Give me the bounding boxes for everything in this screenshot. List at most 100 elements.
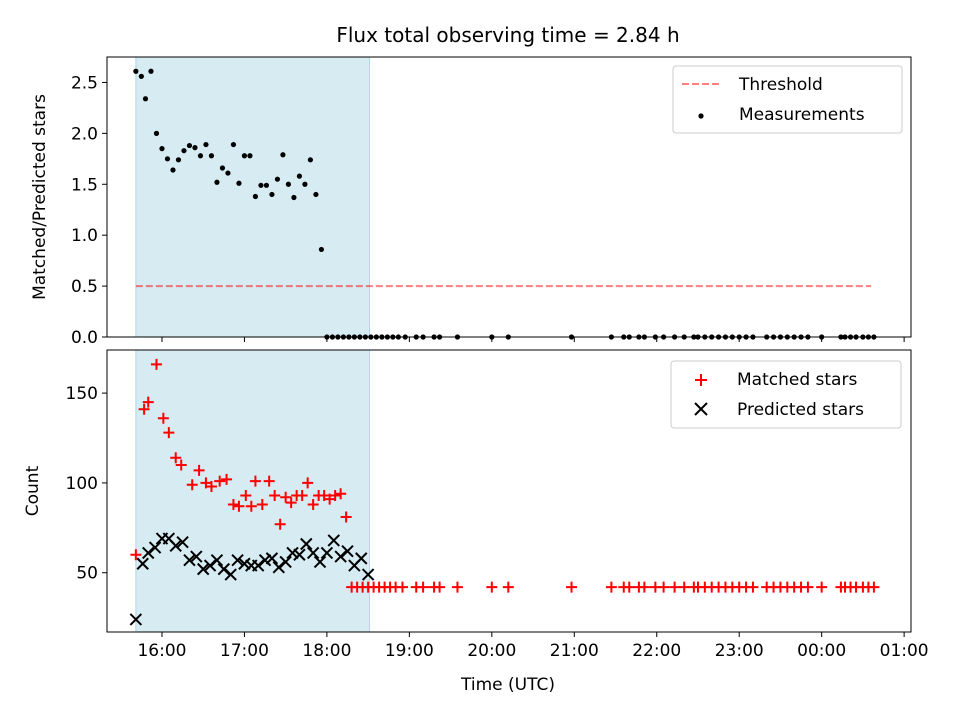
matched-point: [658, 581, 670, 593]
measurement-point: [302, 181, 308, 187]
predicted-point: [129, 613, 143, 626]
x-tick-label: 01:00: [880, 641, 929, 661]
x-tick-label: 23:00: [715, 641, 764, 661]
measurements-series: [133, 68, 877, 340]
predicted-point: [306, 546, 320, 560]
predicted-point: [293, 548, 306, 561]
measurement-point: [252, 193, 259, 200]
matched-point: [193, 464, 205, 476]
measurement-point: [214, 179, 220, 185]
predicted-point: [231, 553, 244, 567]
matched-point: [150, 358, 162, 370]
measurement-point: [175, 157, 182, 163]
predicted-point: [217, 562, 231, 576]
measurement-point: [230, 141, 237, 148]
matched-point: [233, 500, 245, 512]
predicted-point: [176, 535, 189, 549]
matched-point: [138, 403, 150, 415]
matched-point: [227, 498, 239, 510]
measurement-point: [274, 176, 281, 182]
x-tick-label: 22:00: [632, 641, 681, 661]
ratio-axes: 0.0 0.5 1.0 1.5 2.0 2.5: [71, 73, 905, 348]
predicted-point: [300, 537, 313, 551]
matched-point: [245, 500, 257, 512]
x-tick-label: 18:00: [302, 641, 351, 661]
predicted-point: [196, 562, 210, 576]
count-legend: Matched stars Predicted stars: [670, 360, 902, 429]
matched-point: [747, 581, 759, 593]
matched-point: [130, 549, 142, 561]
ratio-plot-frame: [106, 56, 912, 338]
matched-point: [170, 452, 182, 464]
measurements-legend-swatch: [698, 113, 704, 119]
measurement-point: [170, 167, 176, 173]
matched-point: [269, 489, 281, 501]
measurement-point: [203, 141, 209, 148]
x-tick-label: 00:00: [797, 641, 846, 661]
count-observing-span: [135, 349, 371, 633]
matched-point: [486, 581, 498, 593]
measurement-point: [307, 157, 314, 163]
predicted-point: [224, 568, 237, 581]
predicted-point: [265, 552, 279, 565]
predicted-point: [203, 559, 217, 572]
ratio-legend: Threshold Measurements: [672, 65, 903, 134]
matched-point: [157, 412, 169, 424]
matched-point: [329, 489, 341, 501]
predicted-point: [142, 546, 155, 560]
y-tick-label: 1.5: [71, 175, 98, 195]
ratio-marks: [133, 68, 877, 340]
matched-legend-label: Matched stars: [737, 370, 857, 390]
matched-point: [302, 477, 314, 489]
matched-point: [280, 491, 292, 503]
measurement-point: [291, 194, 297, 201]
predicted-point: [279, 555, 292, 569]
measurement-point: [225, 170, 231, 176]
matched-point: [623, 581, 635, 593]
predicted-point: [355, 552, 368, 565]
measurement-point: [263, 182, 270, 188]
predicted-point: [136, 557, 149, 570]
measurement-point: [285, 181, 292, 187]
count-plot-frame: [106, 349, 912, 633]
measurement-point: [258, 182, 264, 188]
matched-stars-series: [130, 358, 880, 593]
predicted-point: [169, 539, 182, 552]
measurement-point: [192, 145, 198, 151]
y-tick-label: 100: [66, 474, 98, 494]
measurement-point: [318, 246, 324, 253]
x-axis-label: Time (UTC): [460, 675, 555, 695]
measurement-point: [208, 153, 215, 159]
measurement-point: [313, 191, 319, 198]
measurement-point: [153, 130, 160, 136]
count-legend-box: [670, 360, 902, 429]
ratio-y-axis-label: Matched/Predicted stars: [30, 94, 50, 300]
matched-point: [142, 396, 154, 408]
count-panel: 16:00 17:00 18:00 19:00 20:00 21:00 22:00 23:00…: [23, 349, 929, 661]
y-tick-label: 1.0: [71, 226, 98, 246]
measurement-point: [236, 180, 242, 186]
x-tick-label: 19:00: [385, 641, 434, 661]
matched-legend-swatch: [695, 374, 707, 386]
matched-point: [451, 581, 463, 593]
matched-point: [175, 459, 187, 471]
x-tick-label: 17:00: [220, 641, 269, 661]
threshold-legend-label: Threshold: [738, 75, 823, 95]
predicted-point: [361, 568, 375, 581]
matched-point: [240, 489, 252, 501]
matched-point: [205, 481, 217, 493]
matched-point: [669, 581, 681, 593]
matched-point: [605, 581, 617, 593]
predicted-point: [334, 550, 347, 563]
predicted-point: [313, 555, 327, 569]
predicted-legend-swatch: [694, 402, 708, 416]
measurement-point: [219, 165, 226, 171]
measurement-point: [269, 191, 275, 198]
matched-point: [186, 479, 198, 491]
chart-title: Flux total observing time = 2.84 h: [336, 23, 679, 47]
measurement-point: [241, 153, 248, 159]
predicted-point: [272, 561, 286, 574]
y-tick-label: 0.0: [71, 328, 98, 348]
predicted-point: [341, 544, 354, 558]
